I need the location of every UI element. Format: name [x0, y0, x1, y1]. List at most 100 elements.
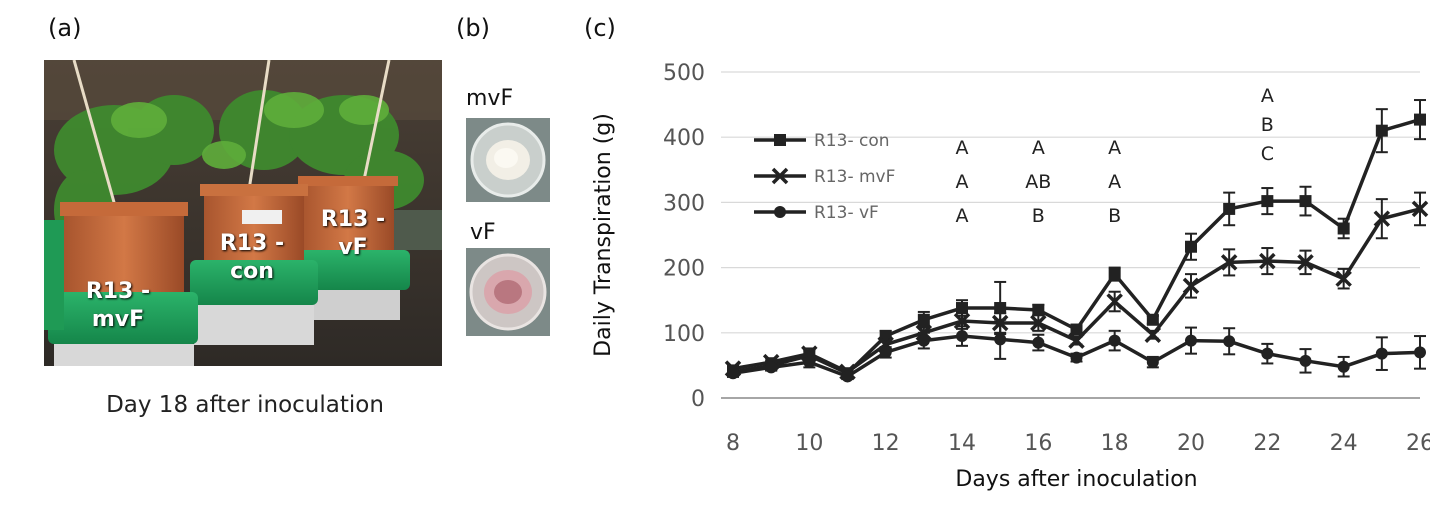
petri-dish-vf-art	[469, 253, 547, 331]
x-tick-label: 8	[726, 431, 740, 456]
data-point-square	[1146, 313, 1159, 326]
data-point-circle	[879, 346, 892, 359]
data-point-x	[1259, 252, 1276, 270]
data-point-x-stroke-b	[1259, 252, 1276, 270]
pot-label-con: R13 - con	[204, 230, 300, 285]
data-point-x	[1182, 277, 1200, 295]
data-point-circle	[1185, 334, 1197, 347]
x-tick-label: 16	[1024, 431, 1052, 456]
annotation-day-16: AB	[1025, 171, 1051, 193]
x-tick-label: 26	[1406, 431, 1430, 456]
y-tick-label: 300	[663, 191, 705, 216]
annotation-day-18: B	[1108, 205, 1121, 227]
pot-label-vf-line1: R13 -	[320, 207, 386, 232]
x-tick-label: 18	[1101, 431, 1129, 456]
data-point-circle	[1070, 351, 1083, 364]
data-point-circle	[727, 367, 739, 380]
panel-a-caption: Day 18 after inoculation	[106, 392, 384, 418]
data-point-x	[1144, 326, 1162, 343]
legend-label-circle: R13- vF	[814, 203, 879, 223]
data-point-circle	[803, 356, 816, 369]
data-point-x-stroke-b	[1373, 210, 1391, 227]
x-tick-label: 20	[1177, 431, 1205, 456]
data-point-x	[801, 345, 818, 362]
data-point-x-stroke-b	[1335, 270, 1352, 287]
y-tick-label: 0	[691, 387, 705, 412]
y-axis-title: Daily Transpiration (g)	[591, 113, 616, 357]
data-point-x-stroke-b	[1220, 254, 1238, 271]
dish-label-vf: vF	[470, 220, 496, 245]
annotation-day-14: A	[956, 205, 969, 227]
data-point-x-stroke-b	[801, 345, 818, 362]
data-point-x	[1220, 254, 1238, 271]
data-point-square	[1108, 268, 1121, 281]
pot-label-vf-line2: vF	[338, 234, 368, 260]
data-point-square	[956, 302, 968, 315]
data-point-x	[1068, 332, 1085, 349]
data-point-circle	[765, 361, 778, 374]
annotation-day-18: A	[1108, 171, 1121, 193]
y-tick-label: 400	[663, 126, 705, 151]
data-point-square	[1299, 195, 1312, 208]
data-point-circle	[1414, 346, 1426, 359]
data-point-x	[1030, 314, 1047, 332]
panel-b-label: (b)	[456, 14, 490, 42]
annotation-day-16: A	[1032, 137, 1045, 159]
data-point-square	[1032, 303, 1045, 316]
data-point-x-stroke-b	[1144, 326, 1162, 343]
series-circle	[727, 318, 1426, 383]
data-point-x	[1411, 200, 1429, 218]
petri-dish-mvf-art	[470, 122, 546, 198]
data-point-square	[1223, 202, 1236, 215]
pot-label-mvf-line2: mvF	[91, 306, 145, 332]
pot-label-mvf: R13 - mvF	[70, 278, 166, 333]
legend-label-x: R13- mvF	[814, 167, 895, 187]
greenhouse-photo: R13 - mvF R13 - con R13 - vF	[44, 60, 442, 366]
data-point-x	[1106, 293, 1123, 310]
data-point-circle	[1223, 335, 1236, 348]
data-point-x	[1297, 254, 1314, 271]
annotation-day-14: A	[956, 137, 969, 159]
data-point-square	[994, 302, 1007, 315]
data-point-circle	[1337, 360, 1350, 373]
data-point-circle	[1261, 347, 1274, 360]
axes: 0 100 200 300 400 500 8 10 12 14 16 18 20 22 24 26	[663, 61, 1430, 456]
data-point-x-stroke-b	[1411, 200, 1429, 218]
data-point-circle	[841, 370, 854, 383]
pot-label-mvf-line1: R13 -	[85, 279, 151, 304]
data-point-square	[917, 313, 930, 326]
legend-label-square: R13- con	[814, 131, 890, 151]
legend-marker-circle	[774, 206, 786, 218]
annotation-day-18: A	[1108, 137, 1121, 159]
x-tick-label: 12	[872, 431, 900, 456]
data-point-square	[1375, 124, 1388, 137]
y-tick-label: 100	[663, 322, 705, 347]
petri-dish-mvf	[466, 118, 550, 202]
annotation-day-14: A	[956, 171, 969, 193]
data-point-x-stroke-b	[1297, 254, 1314, 271]
data-point-x	[1373, 210, 1391, 227]
petri-dish-vf	[466, 248, 550, 336]
pot-label-con-line1: R13 -	[219, 231, 285, 256]
data-point-square	[1261, 195, 1274, 208]
data-point-circle	[1108, 334, 1121, 347]
x-axis-title: Days after inoculation	[955, 467, 1197, 492]
data-point-x-stroke-b	[1030, 314, 1047, 332]
data-point-circle	[1146, 356, 1159, 369]
data-point-circle	[1032, 336, 1045, 349]
pot-label-con-line2: con	[230, 258, 274, 284]
x-tick-label: 10	[795, 431, 823, 456]
series-layer	[724, 99, 1429, 383]
y-tick-label: 500	[663, 61, 705, 86]
data-point-square	[1414, 113, 1426, 126]
annotation-day-22: C	[1261, 143, 1274, 165]
data-point-square	[1185, 240, 1197, 253]
x-tick-label: 14	[948, 431, 976, 456]
data-point-x-stroke-b	[1106, 293, 1123, 310]
annotation-day-16: B	[1032, 205, 1045, 227]
y-tick-label: 200	[663, 257, 705, 282]
series-line-x	[732, 207, 1421, 374]
legend-marker-square	[774, 134, 786, 146]
